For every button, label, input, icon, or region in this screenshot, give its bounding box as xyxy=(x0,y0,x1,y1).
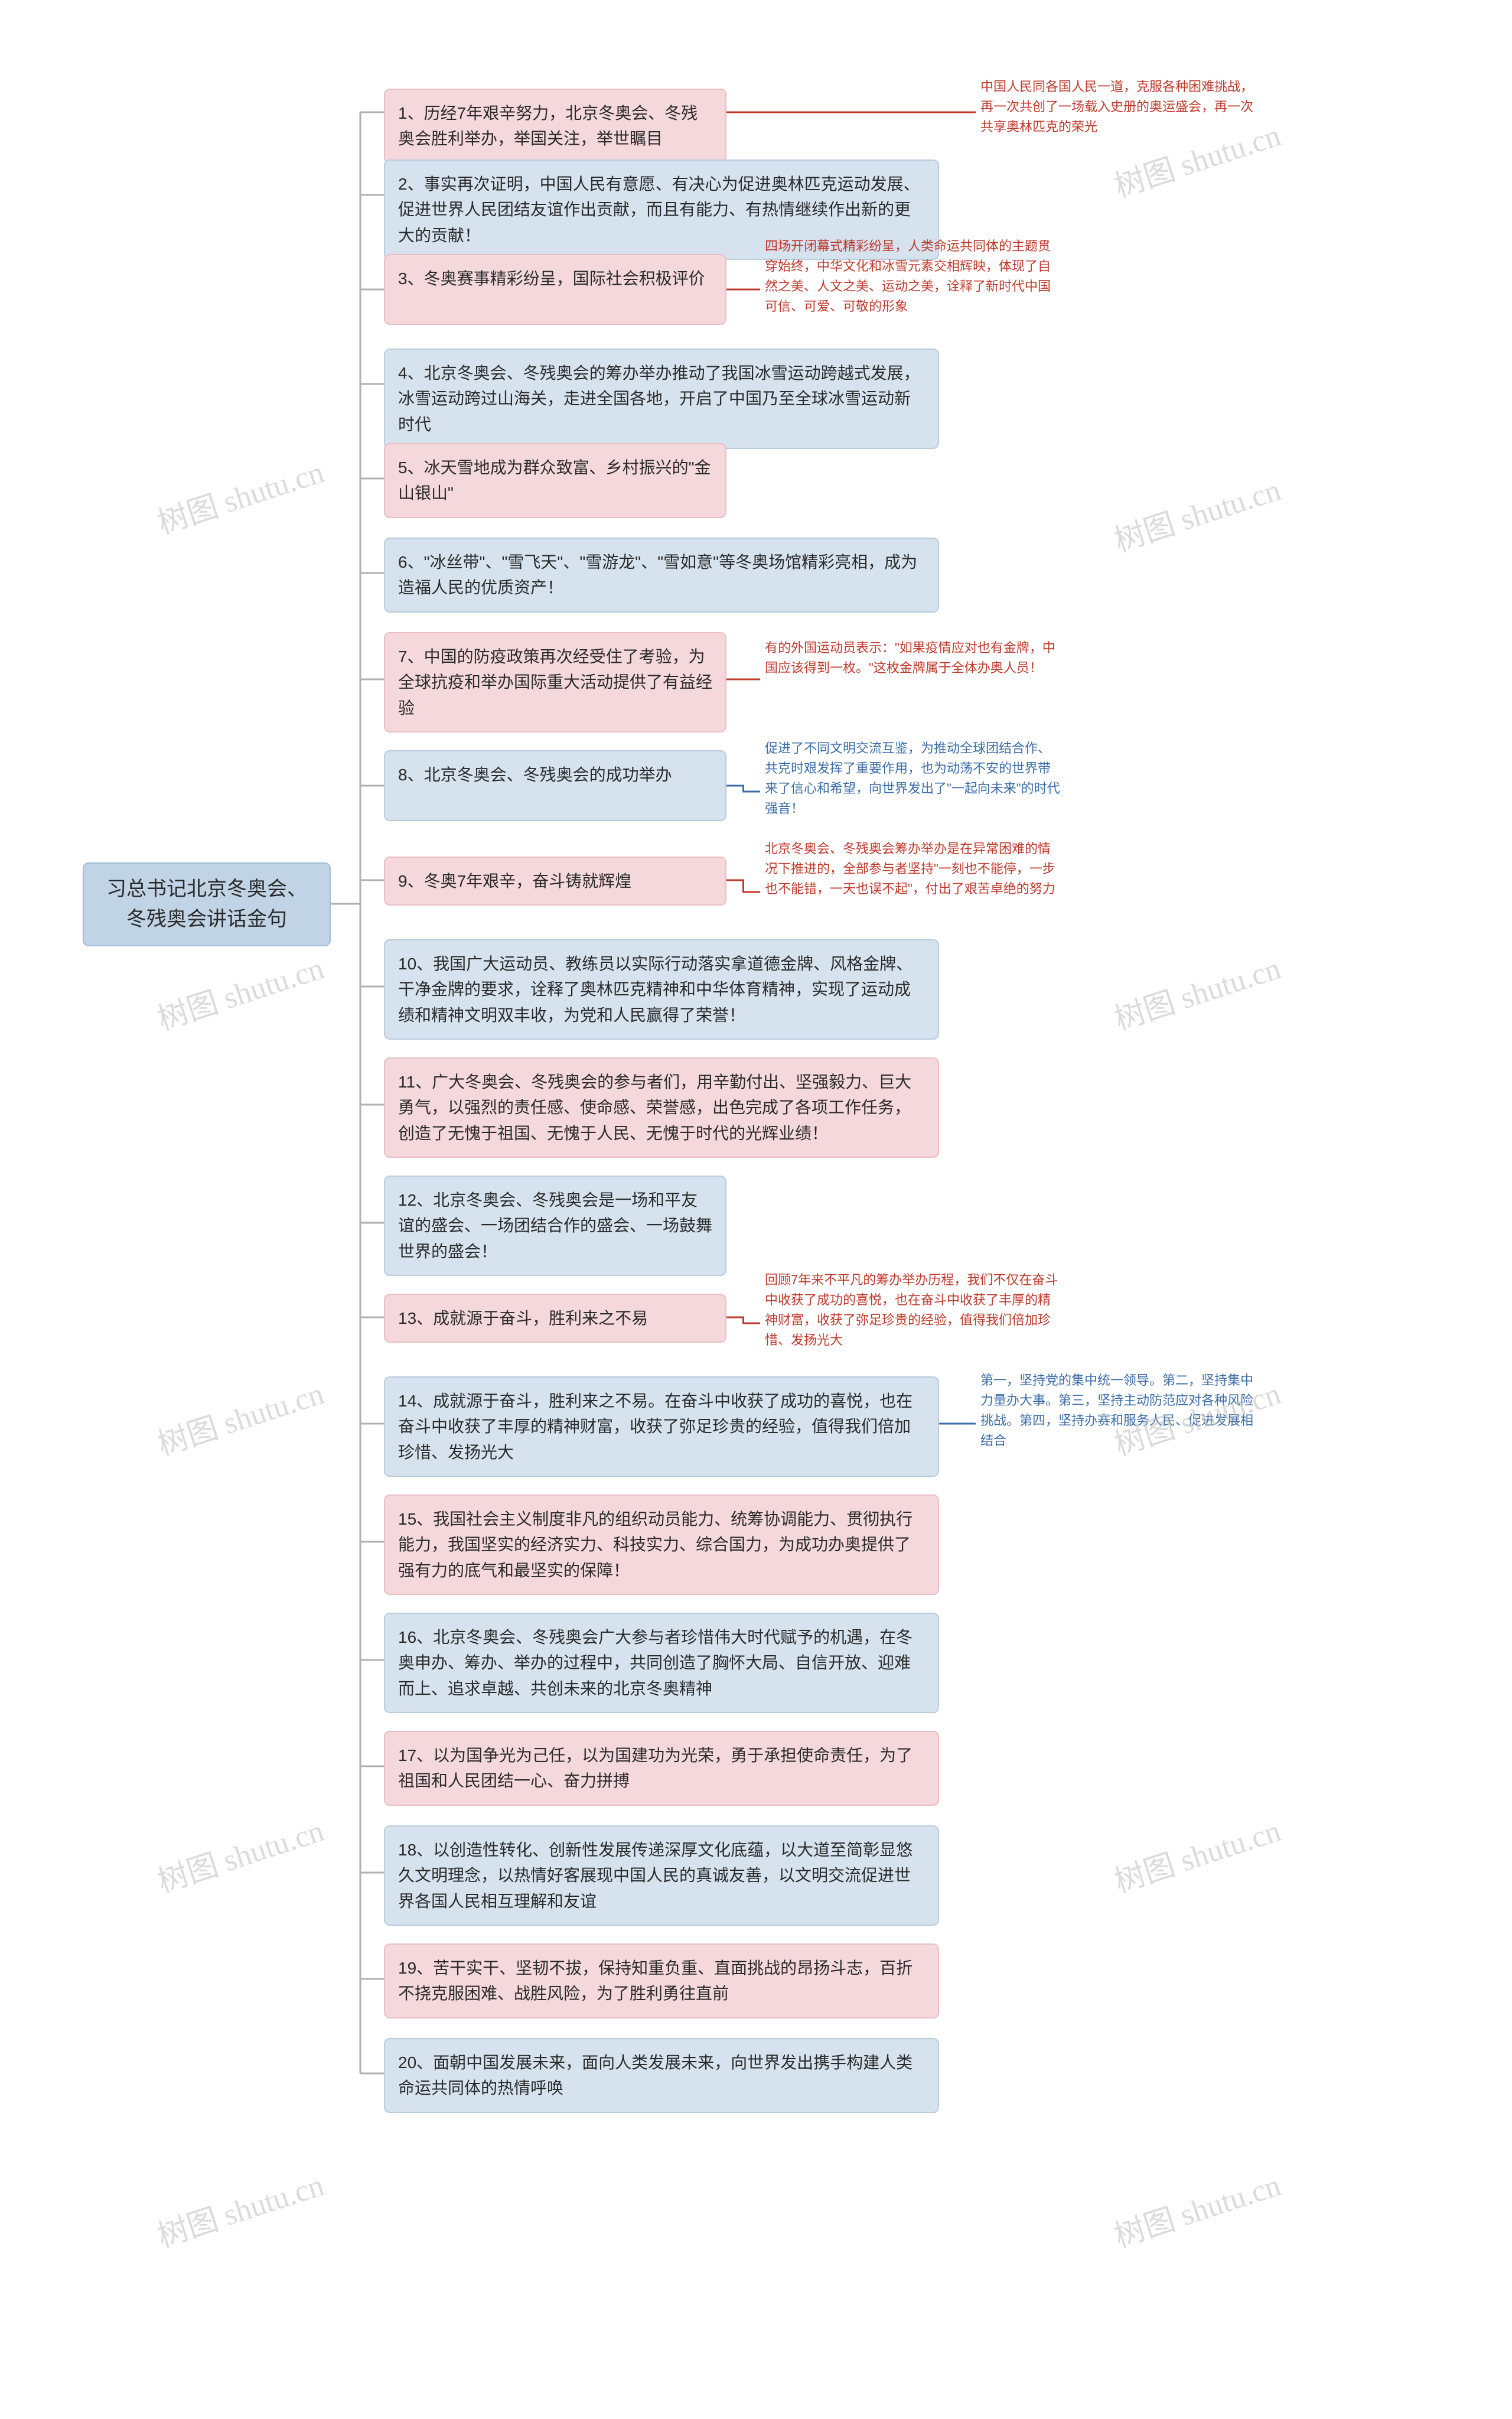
quote-text: 2、事实再次证明，中国人民有意愿、有决心为促进奥林匹克运动发展、促进世界人民团结… xyxy=(398,175,920,245)
quote-text: 10、我国广大运动员、教练员以实际行动落实拿道德金牌、风格金牌、干净金牌的要求，… xyxy=(398,955,913,1024)
quote-node-3: 3、冬奥赛事精彩纷呈，国际社会积极评价 xyxy=(384,254,726,325)
quote-text: 18、以创造性转化、创新性发展传递深厚文化底蕴，以大道至简彰显悠久文明理念，以热… xyxy=(398,1841,913,1910)
quote-node-1: 1、历经7年艰辛努力，北京冬奥会、冬残奥会胜利举办，举国关注，举世瞩目 xyxy=(384,89,726,164)
quote-node-13: 13、成就源于奋斗，胜利来之不易 xyxy=(384,1294,726,1343)
quote-text: 14、成就源于奋斗，胜利来之不易。在奋斗中收获了成功的喜悦，也在奋斗中收获了丰厚… xyxy=(398,1392,913,1461)
quote-text: 1、历经7年艰辛努力，北京冬奥会、冬残奥会胜利举办，举国关注，举世瞩目 xyxy=(398,104,698,148)
quote-node-11: 11、广大冬奥会、冬残奥会的参与者们，用辛勤付出、坚强毅力、巨大勇气，以强烈的责… xyxy=(384,1057,939,1158)
quote-text: 3、冬奥赛事精彩纷呈，国际社会积极评价 xyxy=(398,269,705,288)
quote-node-20: 20、面朝中国发展未来，面向人类发展未来，向世界发出携手构建人类命运共同体的热情… xyxy=(384,2038,939,2113)
quote-note-3: 四场开闭幕式精彩纷呈，人类命运共同体的主题贯穿始终，中华文化和冰雪元素交相辉映，… xyxy=(765,236,1060,317)
watermark: 树图 shutu.cn xyxy=(151,1369,329,1464)
watermark: 树图 shutu.cn xyxy=(151,2160,329,2255)
quote-text: 15、我国社会主义制度非凡的组织动员能力、统筹协调能力、贯彻执行能力，我国坚实的… xyxy=(398,1510,913,1580)
quote-node-18: 18、以创造性转化、创新性发展传递深厚文化底蕴，以大道至简彰显悠久文明理念，以热… xyxy=(384,1825,939,1926)
quote-note-7: 有的外国运动员表示："如果疫情应对也有金牌，中国应该得到一枚。"这枚金牌属于全体… xyxy=(765,638,1060,678)
quote-note-14: 第一，坚持党的集中统一领导。第二，坚持集中力量办大事。第三，坚持主动防范应对各种… xyxy=(980,1370,1264,1451)
quote-note-1: 中国人民同各国人民一道，克服各种困难挑战，再一次共创了一场载入史册的奥运盛会，再… xyxy=(980,77,1264,137)
watermark: 树图 shutu.cn xyxy=(1108,2160,1286,2255)
watermark: 树图 shutu.cn xyxy=(151,1806,329,1901)
quote-node-12: 12、北京冬奥会、冬残奥会是一场和平友谊的盛会、一场团结合作的盛会、一场鼓舞世界… xyxy=(384,1176,726,1276)
quote-node-19: 19、苦干实干、坚韧不拔，保持知重负重、直面挑战的昂扬斗志，百折不挠克服困难、战… xyxy=(384,1943,939,2018)
quote-text: 13、成就源于奋斗，胜利来之不易 xyxy=(398,1309,648,1327)
quote-text: 7、中国的防疫政策再次经受住了考验，为全球抗疫和举办国际重大活动提供了有益经验 xyxy=(398,647,712,717)
root-node: 习总书记北京冬奥会、冬残奥会讲话金句 xyxy=(83,862,331,946)
quote-node-9: 9、冬奥7年艰辛，奋斗铸就辉煌 xyxy=(384,857,726,906)
quote-text: 4、北京冬奥会、冬残奥会的筹办举办推动了我国冰雪运动跨越式发展，冰雪运动跨过山海… xyxy=(398,364,920,434)
quote-node-14: 14、成就源于奋斗，胜利来之不易。在奋斗中收获了成功的喜悦，也在奋斗中收获了丰厚… xyxy=(384,1376,939,1477)
quote-node-5: 5、冰天雪地成为群众致富、乡村振兴的"金山银山" xyxy=(384,443,726,518)
root-label: 习总书记北京冬奥会、冬残奥会讲话金句 xyxy=(106,878,307,930)
quote-node-17: 17、以为国争光为己任，以为国建功为光荣，勇于承担使命责任，为了祖国和人民团结一… xyxy=(384,1731,939,1806)
quote-note-8: 促进了不同文明交流互鉴，为推动全球团结合作、共克时艰发挥了重要作用，也为动荡不安… xyxy=(765,738,1060,819)
quote-text: 12、北京冬奥会、冬残奥会是一场和平友谊的盛会、一场团结合作的盛会、一场鼓舞世界… xyxy=(398,1191,712,1261)
quote-text: 19、苦干实干、坚韧不拔，保持知重负重、直面挑战的昂扬斗志，百折不挠克服困难、战… xyxy=(398,1959,913,2003)
quote-node-15: 15、我国社会主义制度非凡的组织动员能力、统筹协调能力、贯彻执行能力，我国坚实的… xyxy=(384,1495,939,1595)
quote-text: 5、冰天雪地成为群众致富、乡村振兴的"金山银山" xyxy=(398,458,711,502)
quote-text: 9、冬奥7年艰辛，奋斗铸就辉煌 xyxy=(398,872,631,890)
quote-node-7: 7、中国的防疫政策再次经受住了考验，为全球抗疫和举办国际重大活动提供了有益经验 xyxy=(384,632,726,732)
quote-text: 11、广大冬奥会、冬残奥会的参与者们，用辛勤付出、坚强毅力、巨大勇气，以强烈的责… xyxy=(398,1073,911,1142)
quote-text: 20、面朝中国发展未来，面向人类发展未来，向世界发出携手构建人类命运共同体的热情… xyxy=(398,2053,913,2097)
quote-node-8: 8、北京冬奥会、冬残奥会的成功举办 xyxy=(384,750,726,821)
quote-note-9: 北京冬奥会、冬残奥会筹办举办是在异常困难的情况下推进的，全部参与者坚持"一刻也不… xyxy=(765,839,1060,899)
quote-text: 17、以为国争光为己任，以为国建功为光荣，勇于承担使命责任，为了祖国和人民团结一… xyxy=(398,1746,913,1790)
watermark: 树图 shutu.cn xyxy=(1108,465,1286,560)
quote-text: 8、北京冬奥会、冬残奥会的成功举办 xyxy=(398,766,672,784)
quote-text: 16、北京冬奥会、冬残奥会广大参与者珍惜伟大时代赋予的机遇，在冬奥申办、筹办、举… xyxy=(398,1628,913,1698)
watermark: 树图 shutu.cn xyxy=(1108,943,1286,1038)
quote-node-16: 16、北京冬奥会、冬残奥会广大参与者珍惜伟大时代赋予的机遇，在冬奥申办、筹办、举… xyxy=(384,1613,939,1713)
watermark: 树图 shutu.cn xyxy=(151,943,329,1038)
watermark: 树图 shutu.cn xyxy=(151,447,329,542)
watermark: 树图 shutu.cn xyxy=(1108,1806,1286,1901)
quote-node-4: 4、北京冬奥会、冬残奥会的筹办举办推动了我国冰雪运动跨越式发展，冰雪运动跨过山海… xyxy=(384,349,939,449)
quote-node-10: 10、我国广大运动员、教练员以实际行动落实拿道德金牌、风格金牌、干净金牌的要求，… xyxy=(384,939,939,1040)
quote-text: 6、"冰丝带"、"雪飞天"、"雪游龙"、"雪如意"等冬奥场馆精彩亮相，成为造福人… xyxy=(398,553,917,597)
quote-note-13: 回顾7年来不平凡的筹办举办历程，我们不仅在奋斗中收获了成功的喜悦，也在奋斗中收获… xyxy=(765,1270,1060,1350)
quote-node-6: 6、"冰丝带"、"雪飞天"、"雪游龙"、"雪如意"等冬奥场馆精彩亮相，成为造福人… xyxy=(384,538,939,613)
